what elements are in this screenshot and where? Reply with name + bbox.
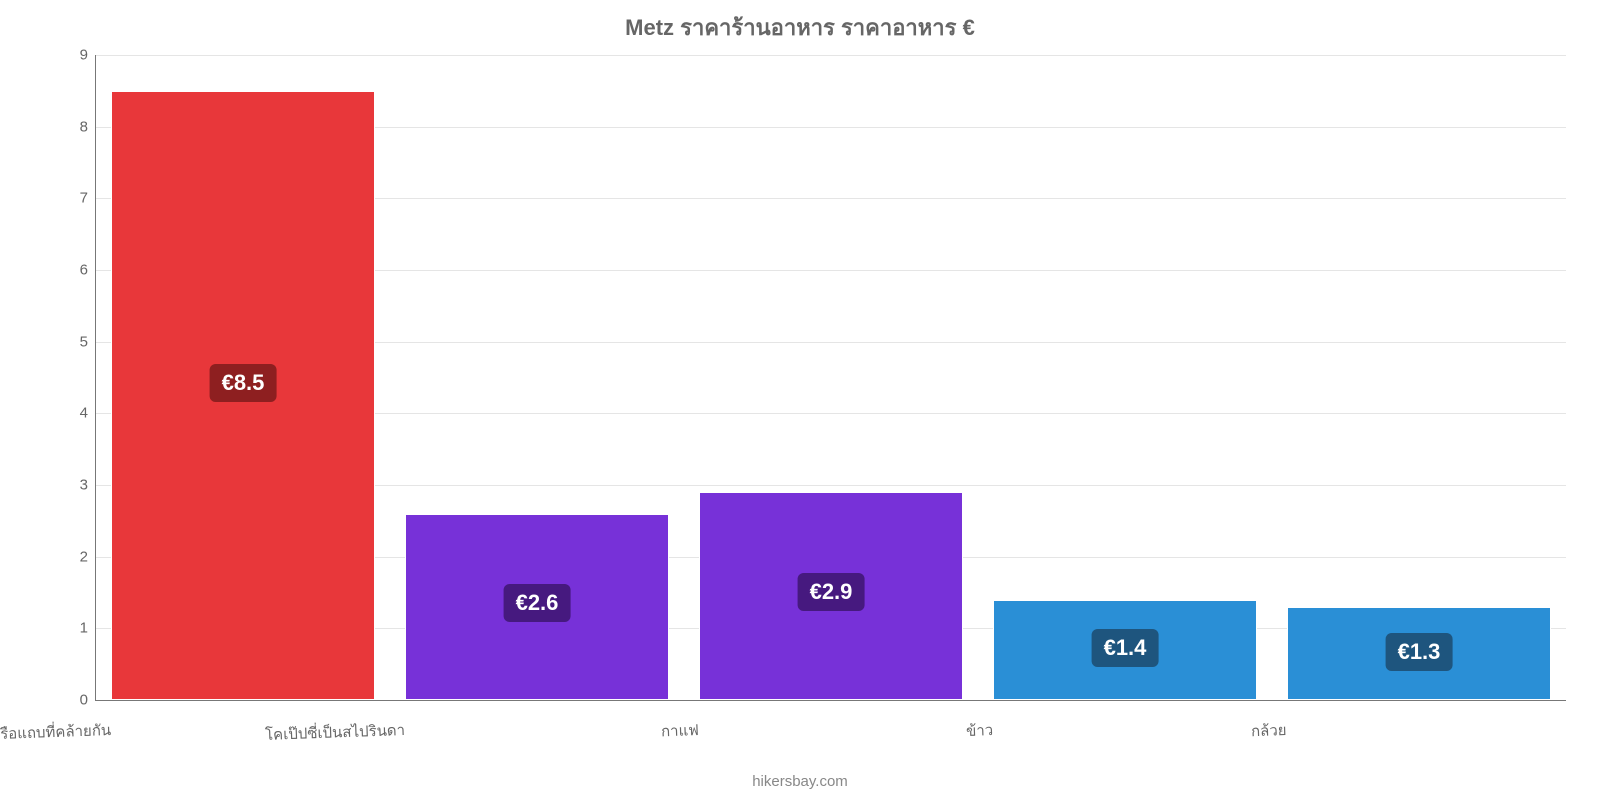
- y-tick-label: 4: [56, 405, 88, 422]
- y-tick-label: 5: [56, 333, 88, 350]
- y-tick-label: 2: [56, 548, 88, 565]
- value-badge: €1.3: [1386, 633, 1453, 671]
- value-badge: €2.9: [798, 573, 865, 611]
- y-tick-label: 0: [56, 692, 88, 709]
- value-badge: €2.6: [504, 584, 571, 622]
- y-tick-label: 1: [56, 620, 88, 637]
- chart-title: Metz ราคาร้านอาหาร ราคาอาหาร €: [0, 10, 1600, 45]
- gridline: [96, 55, 1566, 56]
- y-tick-label: 8: [56, 118, 88, 135]
- y-tick-label: 3: [56, 477, 88, 494]
- x-tick-label: กาแฟ: [661, 718, 700, 743]
- x-tick-label: กล้วย: [1251, 718, 1287, 743]
- y-tick-label: 7: [56, 190, 88, 207]
- chart: Metz ราคาร้านอาหาร ราคาอาหาร € 012345678…: [0, 0, 1600, 800]
- plot-area: 0123456789€8.5เบอร์เกอร์ Mac กษัตริย์หรื…: [95, 55, 1566, 701]
- y-tick-label: 6: [56, 262, 88, 279]
- chart-footer: hikersbay.com: [0, 773, 1600, 790]
- x-tick-label: เบอร์เกอร์ Mac กษัตริย์หรือแถบที่คล้ายกั…: [0, 718, 111, 751]
- x-tick-label: โคเป๊ปซี่เป็นสไปรินดา: [264, 718, 405, 747]
- x-tick-label: ข้าว: [965, 718, 993, 743]
- y-tick-label: 9: [56, 47, 88, 64]
- value-badge: €1.4: [1092, 629, 1159, 667]
- value-badge: €8.5: [210, 364, 277, 402]
